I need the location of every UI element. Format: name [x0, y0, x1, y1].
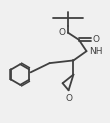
- Text: NH: NH: [89, 47, 103, 56]
- Text: O: O: [93, 35, 99, 44]
- Text: O: O: [58, 28, 65, 37]
- Text: O: O: [66, 93, 73, 103]
